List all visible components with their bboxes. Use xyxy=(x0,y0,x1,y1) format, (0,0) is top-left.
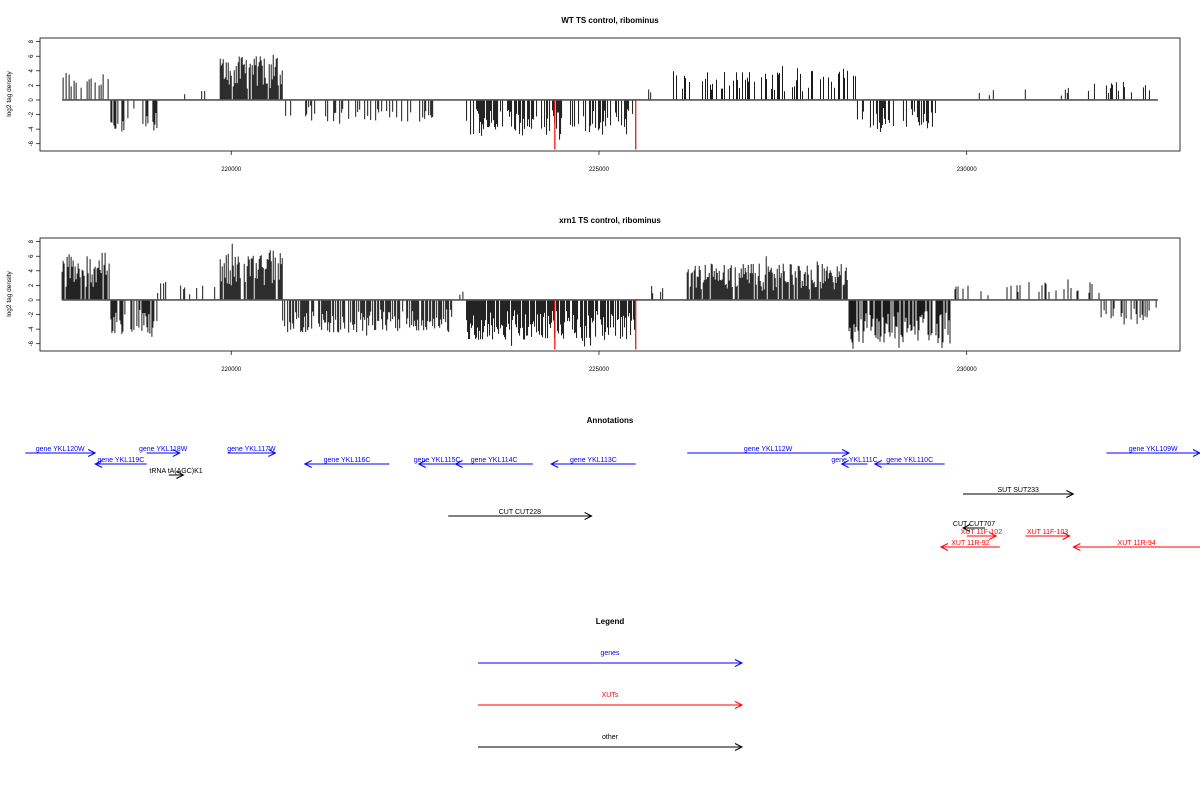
feature-label: gene YKL115C xyxy=(414,457,461,464)
feature-arrow xyxy=(550,460,636,468)
y-tick-label: 6 xyxy=(29,254,35,258)
feature-label: CUT CUT707 xyxy=(953,521,995,528)
plot-frame xyxy=(39,237,1181,352)
legend-label: other xyxy=(602,734,619,741)
feature-arrow xyxy=(227,449,277,457)
feature-label: gene YKL109W xyxy=(1129,446,1178,453)
y-axis-label: log2 tag density xyxy=(6,70,13,116)
feature-label: gene YKL111C xyxy=(831,457,877,464)
y-axis-label: log2 tag density xyxy=(6,270,13,316)
y-tick-label: 4 xyxy=(29,268,35,272)
y-tick-label: 8 xyxy=(29,239,35,243)
legend: Legend genes XUTs other xyxy=(478,617,744,751)
feature-arrow xyxy=(146,449,181,457)
feature-label: XUT 11R-92 xyxy=(951,540,989,547)
panel-title: WT TS control, ribominus xyxy=(561,16,659,25)
feature-label: gene YKL112W xyxy=(744,446,793,453)
y-tick-label: 2 xyxy=(29,283,35,287)
feature-arrow xyxy=(966,532,998,540)
feature-arrow xyxy=(25,449,97,457)
feature-label: SUT SUT233 xyxy=(997,487,1039,494)
annotations-track: Annotations gene YKL120W gene YKL118W gene… xyxy=(25,416,1200,551)
legend-items: genes XUTs other xyxy=(478,650,744,751)
bars-group xyxy=(61,243,1158,350)
feature-label: gene YKL119C xyxy=(97,457,144,464)
y-tick-label: -6 xyxy=(29,340,35,346)
feature-label: gene YKL117W xyxy=(227,446,276,453)
feature-arrow xyxy=(1106,449,1200,457)
annotations-title: Annotations xyxy=(587,416,634,425)
feature-arrow xyxy=(94,460,147,468)
x-tick-label: 220000 xyxy=(221,367,242,373)
feature-arrow xyxy=(1072,543,1200,551)
axes-group: -6 -4 -2 0 2 4 6 8 220000 225000 230000 xyxy=(29,239,977,373)
legend-label: genes xyxy=(600,650,620,657)
y-tick-label: 0 xyxy=(29,98,35,102)
axes-group: -6 -4 -2 0 2 4 6 8 220000 225000 230000 xyxy=(29,39,977,173)
y-tick-label: -2 xyxy=(29,311,35,317)
y-tick-label: -6 xyxy=(29,140,35,146)
feature-label: gene YKL120W xyxy=(36,446,85,453)
legend-title: Legend xyxy=(596,617,625,626)
y-tick-label: 6 xyxy=(29,54,35,58)
x-tick-label: 225000 xyxy=(589,167,610,173)
legend-arrow-xut xyxy=(478,701,744,709)
y-tick-label: 8 xyxy=(29,39,35,43)
legend-arrow-gene xyxy=(478,659,744,667)
feature-arrow xyxy=(448,512,593,520)
y-tick-label: 4 xyxy=(29,68,35,72)
x-tick-label: 220000 xyxy=(221,167,242,173)
feature-label: gene YKL114C xyxy=(471,457,518,464)
feature-arrow xyxy=(1025,532,1071,540)
feature-arrow xyxy=(454,460,533,468)
xrn1-density-panel: xrn1 TS control, ribominus log2 tag dens… xyxy=(6,216,1181,373)
x-tick-label: 230000 xyxy=(957,167,978,173)
feature-layer: gene YKL120W gene YKL118W gene YKL117W gene… xyxy=(25,446,1200,551)
feature-arrow xyxy=(687,449,851,457)
feature-arrow xyxy=(939,543,1000,551)
feature-arrow xyxy=(873,460,945,468)
y-tick-label: 0 xyxy=(29,298,35,302)
feature-label: CUT CUT228 xyxy=(499,509,541,516)
feature-arrow xyxy=(417,460,456,468)
feature-label: XUT 11F-103 xyxy=(1027,529,1068,536)
legend-arrow-other xyxy=(478,743,744,751)
feature-arrow xyxy=(840,460,868,468)
feature-label: gene YKL118W xyxy=(139,446,188,453)
plot-frame xyxy=(39,37,1181,152)
feature-label: tRNA tA(AGC)K1 xyxy=(149,468,202,475)
feature-label: gene YKL116C xyxy=(324,457,371,464)
feature-label: gene YKL110C xyxy=(886,457,933,464)
feature-arrow xyxy=(303,460,390,468)
wt-density-panel: WT TS control, ribominus log2 tag densit… xyxy=(6,16,1181,173)
legend-label: XUTs xyxy=(602,692,619,699)
y-tick-label: -2 xyxy=(29,111,35,117)
y-tick-label: 2 xyxy=(29,83,35,87)
feature-label: XUT 11R-94 xyxy=(1118,540,1156,547)
feature-arrow xyxy=(963,490,1075,498)
y-tick-label: -4 xyxy=(29,326,35,332)
panel-title: xrn1 TS control, ribominus xyxy=(559,216,661,225)
x-tick-label: 230000 xyxy=(957,367,978,373)
bars-group xyxy=(62,54,1158,150)
feature-label: gene YKL113C xyxy=(570,457,617,464)
feature-arrow xyxy=(961,524,986,532)
y-tick-label: -4 xyxy=(29,126,35,132)
x-tick-label: 225000 xyxy=(589,367,610,373)
feature-arrow xyxy=(168,471,185,479)
feature-label: XUT 11F-102 xyxy=(961,529,1002,536)
